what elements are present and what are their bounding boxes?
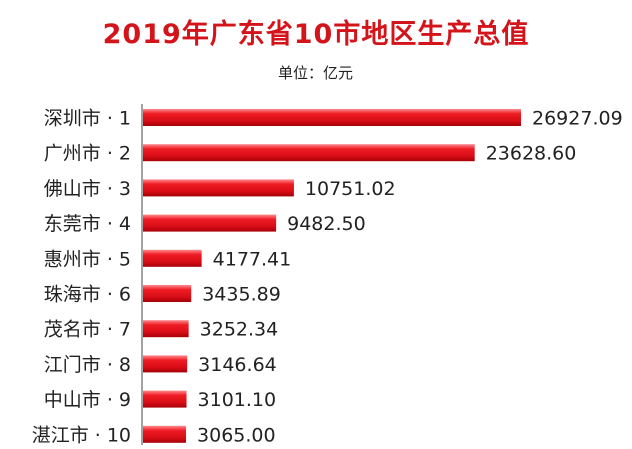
value-label: 9482.50 [287,213,366,235]
value-label: 23628.60 [486,143,577,165]
bar [143,390,187,408]
bar [143,109,521,126]
value-label: 3146.64 [198,354,277,376]
bar [143,249,202,267]
value-label: 10751.02 [305,178,396,200]
value-label: 26927.09 [532,108,623,130]
bar [143,179,294,197]
category-label: 广州市 · 2 [44,143,131,165]
category-label: 湛江市 · 10 [32,424,131,446]
category-label: 茂名市 · 7 [44,319,131,341]
bar [143,355,188,373]
bar [143,144,475,162]
category-label: 深圳市 · 1 [44,108,131,130]
value-label: 3252.34 [200,319,279,341]
bar [143,214,277,232]
value-label: 3435.89 [202,284,281,306]
chart-unit-label: 单位：亿元 [278,64,354,82]
value-label: 3101.10 [198,389,277,411]
bar [143,285,192,302]
bar [143,425,187,443]
bar [143,320,189,338]
category-label: 东莞市 · 4 [44,213,131,235]
chart-title: 2019年广东省10市地区生产总值 [102,19,530,50]
category-label: 佛山市 · 3 [44,178,131,200]
category-label: 珠海市 · 6 [44,284,131,306]
category-label: 中山市 · 9 [44,389,131,411]
value-label: 4177.41 [213,248,292,270]
category-label: 惠州市 · 5 [44,248,131,270]
category-label: 江门市 · 8 [44,354,131,376]
value-label: 3065.00 [197,424,276,446]
